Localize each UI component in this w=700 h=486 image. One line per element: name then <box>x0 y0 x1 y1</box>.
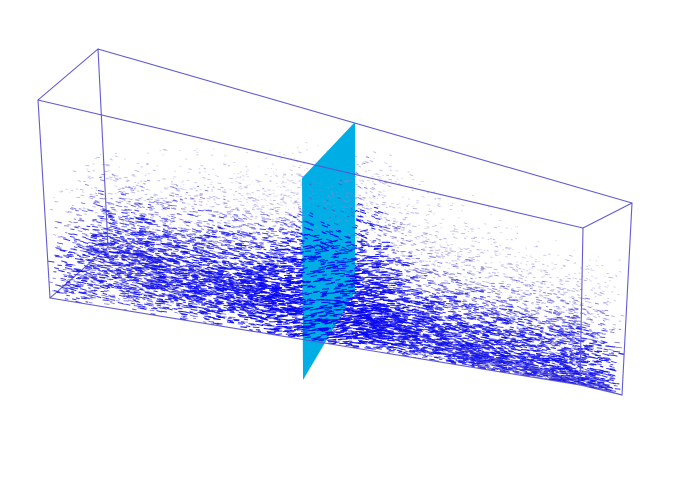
vector-field-front-layer <box>47 161 603 389</box>
domain-box-back-edges <box>37 48 633 396</box>
domain-box-front-edges <box>37 99 584 386</box>
splitter-plate <box>302 122 355 380</box>
